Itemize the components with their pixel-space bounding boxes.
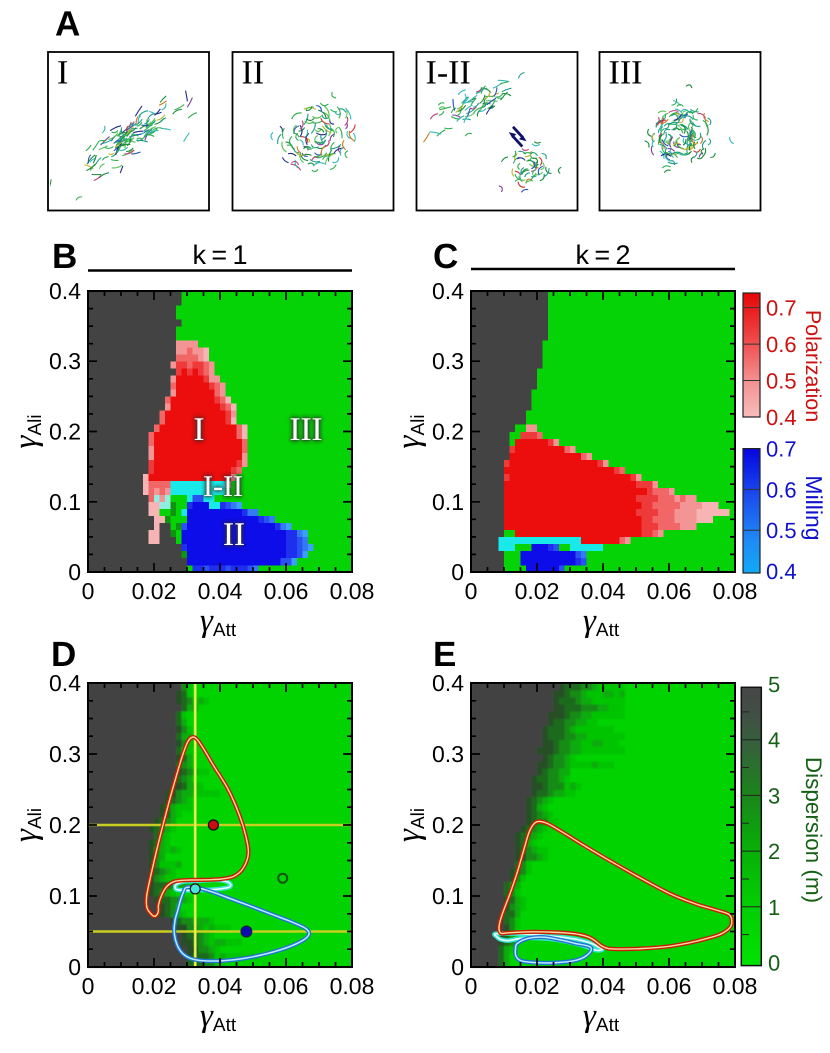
svg-text:γAli: γAli [8, 808, 46, 842]
svg-text:0.06: 0.06 [264, 973, 309, 999]
svg-text:5: 5 [768, 672, 780, 697]
svg-text:A: A [55, 5, 80, 44]
svg-text:0.02: 0.02 [132, 973, 177, 999]
svg-text:0.7: 0.7 [766, 437, 797, 462]
svg-text:0.5: 0.5 [766, 369, 797, 394]
svg-text:γAli: γAli [391, 414, 429, 448]
svg-text:0.08: 0.08 [713, 973, 758, 999]
svg-text:0.2: 0.2 [432, 419, 464, 445]
svg-text:0.4: 0.4 [49, 278, 81, 304]
svg-text:E: E [433, 635, 456, 674]
svg-text:0.1: 0.1 [49, 883, 81, 909]
svg-text:I-II: I-II [203, 470, 243, 503]
svg-text:Polarization: Polarization [801, 310, 825, 422]
svg-text:0.3: 0.3 [49, 741, 81, 767]
svg-text:I: I [57, 55, 68, 92]
svg-text:0.3: 0.3 [432, 741, 464, 767]
svg-text:0.3: 0.3 [432, 348, 464, 374]
svg-text:0.04: 0.04 [581, 973, 626, 999]
svg-text:Milling: Milling [801, 475, 827, 540]
svg-text:0.2: 0.2 [49, 419, 81, 445]
svg-text:γAtt: γAtt [583, 998, 620, 1036]
svg-text:0: 0 [465, 973, 478, 999]
svg-text:0.4: 0.4 [766, 405, 797, 430]
svg-text:Dispersion (m): Dispersion (m) [801, 757, 826, 903]
svg-text:0.04: 0.04 [198, 973, 243, 999]
svg-text:0.4: 0.4 [49, 670, 81, 696]
svg-text:0.1: 0.1 [49, 489, 81, 515]
svg-text:0.2: 0.2 [49, 812, 81, 838]
svg-text:D: D [51, 635, 76, 674]
svg-text:0.02: 0.02 [515, 973, 560, 999]
svg-text:0: 0 [68, 559, 81, 585]
svg-text:0.2: 0.2 [432, 812, 464, 838]
svg-text:k = 1: k = 1 [192, 240, 247, 270]
svg-text:γAli: γAli [8, 414, 46, 448]
svg-text:4: 4 [768, 728, 780, 753]
svg-text:0.08: 0.08 [713, 578, 758, 604]
svg-text:0: 0 [82, 973, 95, 999]
svg-text:γAtt: γAtt [200, 603, 237, 641]
svg-text:k = 2: k = 2 [575, 240, 630, 270]
svg-text:γAli: γAli [391, 808, 429, 842]
svg-text:0: 0 [465, 578, 478, 604]
svg-text:3: 3 [768, 783, 780, 808]
svg-text:0.7: 0.7 [766, 296, 797, 321]
svg-text:0.6: 0.6 [766, 477, 797, 502]
svg-text:I: I [194, 412, 205, 448]
svg-text:0.3: 0.3 [49, 348, 81, 374]
svg-text:0: 0 [82, 578, 95, 604]
svg-text:0.08: 0.08 [330, 578, 375, 604]
svg-text:0.5: 0.5 [766, 518, 797, 543]
svg-text:II: II [242, 55, 265, 92]
svg-text:0.4: 0.4 [432, 278, 464, 304]
svg-text:0.06: 0.06 [264, 578, 309, 604]
svg-text:0.4: 0.4 [432, 670, 464, 696]
svg-text:0.06: 0.06 [647, 973, 692, 999]
svg-text:0.1: 0.1 [432, 883, 464, 909]
svg-text:B: B [52, 237, 77, 276]
svg-text:0: 0 [68, 954, 81, 980]
svg-text:I-II: I-II [426, 55, 471, 92]
svg-text:III: III [609, 55, 643, 92]
svg-text:0: 0 [451, 954, 464, 980]
svg-text:γAtt: γAtt [583, 603, 620, 641]
svg-text:0.08: 0.08 [330, 973, 375, 999]
svg-text:0.6: 0.6 [766, 332, 797, 357]
svg-text:0.4: 0.4 [766, 559, 797, 584]
svg-text:0.1: 0.1 [432, 489, 464, 515]
svg-text:0.04: 0.04 [581, 578, 626, 604]
svg-text:0.06: 0.06 [647, 578, 692, 604]
svg-text:1: 1 [768, 895, 780, 920]
svg-text:2: 2 [768, 839, 780, 864]
svg-text:II: II [223, 517, 245, 553]
svg-text:0.04: 0.04 [198, 578, 243, 604]
svg-text:0: 0 [451, 559, 464, 585]
svg-text:0: 0 [768, 951, 780, 976]
svg-text:III: III [290, 412, 323, 448]
svg-text:0.02: 0.02 [132, 578, 177, 604]
svg-text:γAtt: γAtt [200, 998, 237, 1036]
svg-text:0.02: 0.02 [515, 578, 560, 604]
svg-text:C: C [433, 237, 458, 276]
